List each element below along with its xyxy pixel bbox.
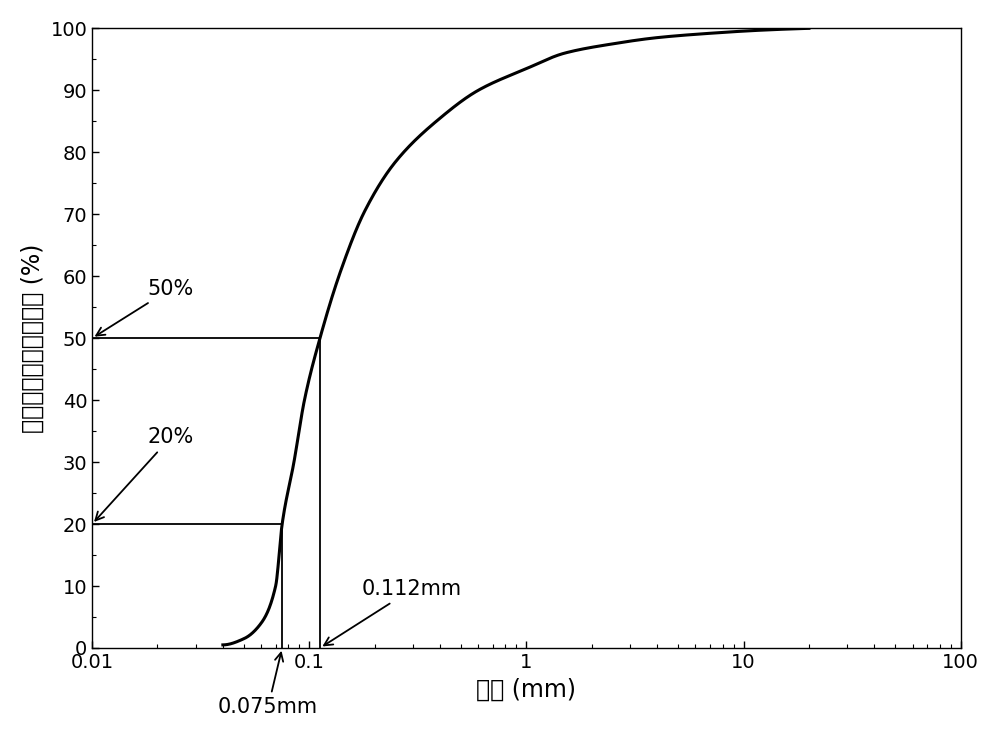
Text: 20%: 20% xyxy=(95,427,194,520)
Text: 50%: 50% xyxy=(96,279,194,335)
Text: 0.112mm: 0.112mm xyxy=(324,579,462,646)
X-axis label: 粒径 (mm): 粒径 (mm) xyxy=(476,677,576,701)
Y-axis label: 小于某粒径的土粒含量 (%): 小于某粒径的土粒含量 (%) xyxy=(21,244,45,433)
Text: 0.075mm: 0.075mm xyxy=(218,653,318,717)
